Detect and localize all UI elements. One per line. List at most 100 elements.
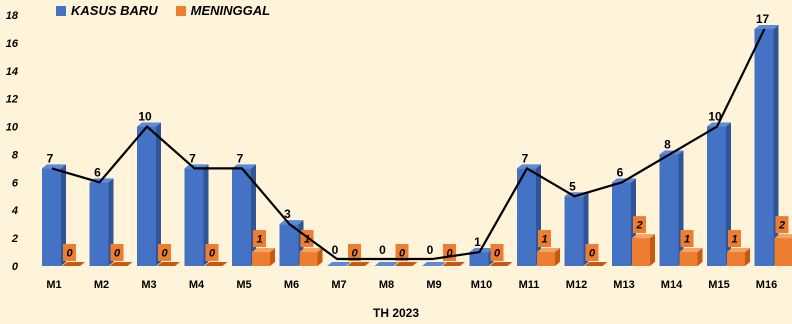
data-label-kasus-baru: 7	[522, 151, 529, 165]
bar-meninggal-top	[727, 248, 750, 253]
x-tick-label: M15	[708, 279, 729, 291]
bar-kasus-baru	[232, 168, 251, 266]
bar-meninggal-top	[537, 248, 560, 253]
data-label-box-meninggal	[680, 230, 694, 248]
bar-meninggal-top	[299, 248, 323, 253]
bar-meninggal-top	[774, 234, 792, 239]
y-tick-label: 6	[12, 177, 19, 189]
y-tick-label: 2	[11, 233, 18, 245]
bar-kasus-baru	[42, 168, 61, 266]
bar-meninggal-zero	[489, 262, 513, 266]
data-label-meninggal: 0	[494, 248, 501, 260]
data-label-meninggal: 0	[446, 248, 453, 260]
bar-meninggal-side	[270, 248, 275, 266]
data-label-box-meninggal	[110, 244, 124, 261]
bar-meninggal-side	[555, 248, 560, 266]
bar-meninggal-zero	[347, 262, 370, 266]
y-tick-label: 4	[11, 205, 18, 217]
bar-meninggal-zero	[204, 262, 228, 266]
bar-kasus-baru-top	[422, 262, 446, 266]
bar-meninggal-zero	[109, 262, 133, 266]
data-label-kasus-baru: 6	[617, 165, 624, 179]
x-tick-label: M13	[613, 279, 634, 291]
data-label-kasus-baru: 7	[237, 151, 244, 165]
y-tick-label: 8	[12, 149, 19, 161]
data-label-meninggal: 1	[304, 234, 310, 246]
bar-meninggal-side	[650, 234, 655, 266]
data-label-meninggal: 0	[351, 248, 358, 260]
data-label-meninggal: 1	[256, 234, 262, 246]
bar-meninggal	[632, 238, 650, 266]
bar-meninggal-zero	[157, 262, 180, 266]
y-tick-label: 12	[6, 94, 18, 106]
bar-kasus-baru-top	[279, 220, 304, 225]
y-tick-label: 18	[6, 10, 19, 22]
bar-meninggal	[774, 238, 792, 266]
x-tick-label: M11	[519, 279, 540, 291]
data-label-kasus-baru: 7	[47, 151, 54, 165]
bar-kasus-baru	[612, 182, 631, 266]
x-tick-label: M14	[661, 279, 683, 291]
data-label-kasus-baru: 0	[332, 243, 339, 257]
bar-kasus-baru-top	[754, 24, 779, 29]
data-label-kasus-baru: 6	[94, 165, 101, 179]
bar-meninggal-top	[632, 234, 655, 239]
bar-kasus-baru	[89, 182, 109, 266]
data-label-kasus-baru: 10	[708, 110, 722, 124]
bar-meninggal-zero	[394, 262, 418, 266]
bar-kasus-baru	[707, 126, 726, 266]
bar-kasus-baru	[659, 154, 679, 266]
data-label-box-meninggal	[585, 244, 599, 261]
x-tick-label: M6	[284, 279, 299, 291]
bar-meninggal	[252, 252, 270, 266]
data-label-meninggal: 0	[589, 248, 596, 260]
data-label-meninggal: 1	[731, 234, 737, 246]
data-label-kasus-baru: 17	[756, 12, 770, 26]
data-label-box-meninggal	[538, 230, 551, 248]
data-label-box-meninggal	[205, 244, 219, 261]
bar-meninggal	[679, 252, 698, 266]
bar-kasus-baru-top	[374, 262, 399, 266]
bar-kasus-baru	[279, 224, 299, 266]
data-label-kasus-baru: 10	[138, 110, 152, 124]
y-tick-label: 10	[6, 122, 19, 134]
data-label-meninggal: 2	[778, 220, 785, 232]
x-tick-label: M3	[141, 279, 156, 291]
x-tick-label: M7	[331, 279, 346, 291]
data-label-kasus-baru: 7	[189, 151, 196, 165]
bar-kasus-baru-top	[42, 164, 66, 169]
bar-meninggal-side	[745, 248, 750, 266]
x-tick-label: M8	[379, 279, 394, 291]
data-label-box-meninggal	[395, 244, 409, 261]
y-tick-label: 0	[12, 261, 19, 273]
data-label-box-meninggal	[253, 230, 266, 248]
bar-kasus-baru	[564, 196, 584, 266]
x-tick-label: M2	[94, 279, 109, 291]
bar-meninggal-top	[679, 248, 703, 253]
data-label-meninggal: 0	[209, 248, 216, 260]
x-tick-label: M9	[426, 279, 441, 291]
x-tick-label: M10	[471, 279, 492, 291]
data-label-kasus-baru: 0	[427, 243, 434, 257]
bar-meninggal-zero	[442, 262, 465, 266]
line-kasus-baru	[51, 28, 766, 261]
legend-label-meninggal: MENINGGAL	[190, 3, 271, 18]
bar-kasus-baru-top	[517, 164, 541, 169]
x-axis-title: TH 2023	[372, 306, 420, 320]
bar-kasus-baru	[469, 252, 489, 266]
x-tick-label: M4	[189, 279, 205, 291]
data-label-box-meninggal	[158, 244, 171, 261]
data-label-box-meninggal	[728, 230, 741, 248]
bar-meninggal	[727, 252, 745, 266]
chart-legend: KASUS BARU MENINGGAL	[56, 3, 280, 18]
bar-kasus-baru-top	[137, 122, 161, 127]
bar-meninggal-top	[252, 248, 275, 253]
data-label-kasus-baru: 3	[284, 207, 291, 221]
bar-meninggal	[299, 252, 318, 266]
data-label-meninggal: 2	[635, 220, 642, 232]
legend-item-kasus-baru: KASUS BARU	[56, 3, 158, 18]
data-label-box-meninggal	[348, 244, 361, 261]
data-label-box-meninggal	[633, 216, 646, 234]
x-tick-label: M1	[46, 279, 61, 291]
